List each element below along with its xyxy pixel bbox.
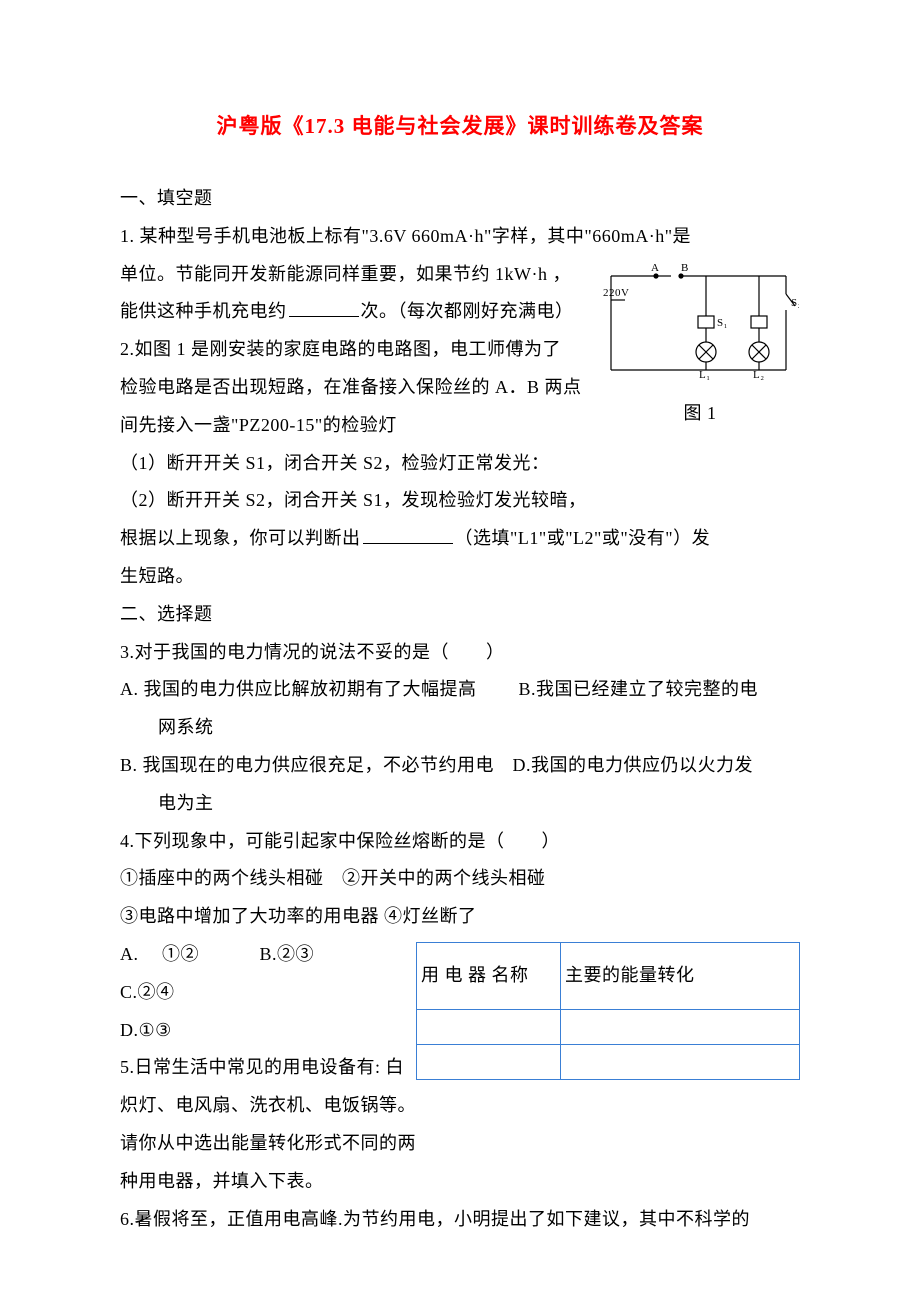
label-S2: S₂: [791, 297, 799, 309]
q2-line5: （2）断开开关 S2，闭合开关 S1，发现检验灯发光较暗，: [120, 482, 800, 520]
q6-line1: 6.暑假将至，正值用电高峰.为节约用电，小明提出了如下建议，其中不科学的: [120, 1201, 800, 1239]
table-header-1: 用 电 器 名称: [417, 942, 561, 1009]
q4-line1: ①插座中的两个线头相碰 ②开关中的两个线头相碰: [120, 860, 800, 898]
q1-line1: 1. 某种型号手机电池板上标有"3.6V 660mA·h"字样，其中"660mA…: [120, 218, 800, 256]
section1-heading: 一、填空题: [120, 180, 800, 218]
table-cell-r2c1: [417, 1044, 561, 1079]
label-S1: S₁: [717, 317, 728, 329]
q3-stem: 3.对于我国的电力情况的说法不妥的是（ ）: [120, 634, 800, 672]
q1-line3b: 次。（每次都刚好充满电）: [361, 301, 574, 321]
q3-B: B.我国已经建立了较完整的电: [519, 679, 759, 699]
blank-2: [363, 543, 453, 544]
q5-line4: 种用电器，并填入下表。: [120, 1163, 800, 1201]
q5-line2: 炽灯、电风扇、洗衣机、电饭锅等。: [120, 1087, 800, 1125]
q3-row1: A. 我国的电力供应比解放初期有了大幅提高 B.我国已经建立了较完整的电: [120, 671, 800, 709]
q2-line6a: 根据以上现象，你可以判断出: [120, 528, 361, 548]
q2-line6b: （选填"L1"或"L2"或"没有"）发: [455, 528, 711, 548]
figure-1-caption: 图 1: [600, 395, 800, 433]
table-cell-r2c2: [561, 1044, 800, 1079]
q3-B-cont: 网系统: [158, 709, 800, 747]
circuit-diagram: A B 220V S₁ S₂ L₁ L₂: [601, 260, 799, 380]
body: 一、填空题 1. 某种型号手机电池板上标有"3.6V 660mA·h"字样，其中…: [120, 180, 800, 1238]
q3-D: D.我国的电力供应仍以火力发: [513, 755, 754, 775]
table-header-2: 主要的能量转化: [561, 942, 800, 1009]
label-L1: L₁: [699, 369, 711, 380]
table-cell-r1c2: [561, 1009, 800, 1044]
label-L2: L₂: [753, 369, 765, 380]
page-title: 沪粤版《17.3 电能与社会发展》课时训练卷及答案: [120, 110, 800, 140]
table-cell-r1c1: [417, 1009, 561, 1044]
q3-C: B. 我国现在的电力供应很充足，不必节约用电: [120, 755, 494, 775]
blank-1: [289, 316, 359, 317]
label-B: B: [681, 262, 689, 274]
q2-line4: （1）断开开关 S1，闭合开关 S2，检验灯正常发光：: [120, 445, 800, 483]
q4-line2: ③电路中增加了大功率的用电器 ④灯丝断了: [120, 898, 800, 936]
q1-line3a: 能供这种手机充电约: [120, 301, 287, 321]
section2-heading: 二、选择题: [120, 596, 800, 634]
figure-1: A B 220V S₁ S₂ L₁ L₂ 图 1: [600, 260, 800, 434]
q3-D-cont: 电为主: [158, 785, 800, 823]
q3-row2: B. 我国现在的电力供应很充足，不必节约用电 D.我国的电力供应仍以火力发: [120, 747, 800, 785]
q5-line3: 请你从中选出能量转化形式不同的两: [120, 1125, 800, 1163]
q4-stem: 4.下列现象中，可能引起家中保险丝熔断的是（ ）: [120, 823, 800, 861]
q2-line7: 生短路。: [120, 558, 800, 596]
label-220v: 220V: [603, 287, 629, 299]
label-A: A: [651, 262, 659, 274]
q2-line6: 根据以上现象，你可以判断出 （选填"L1"或"L2"或"没有"）发: [120, 520, 800, 558]
energy-table: 用 电 器 名称 主要的能量转化: [416, 942, 800, 1080]
q3-A: A. 我国的电力供应比解放初期有了大幅提高: [120, 679, 477, 699]
